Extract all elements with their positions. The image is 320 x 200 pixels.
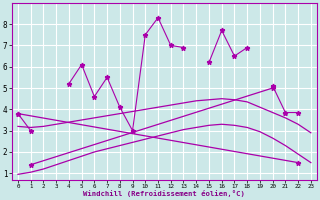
X-axis label: Windchill (Refroidissement éolien,°C): Windchill (Refroidissement éolien,°C) [84,190,245,197]
